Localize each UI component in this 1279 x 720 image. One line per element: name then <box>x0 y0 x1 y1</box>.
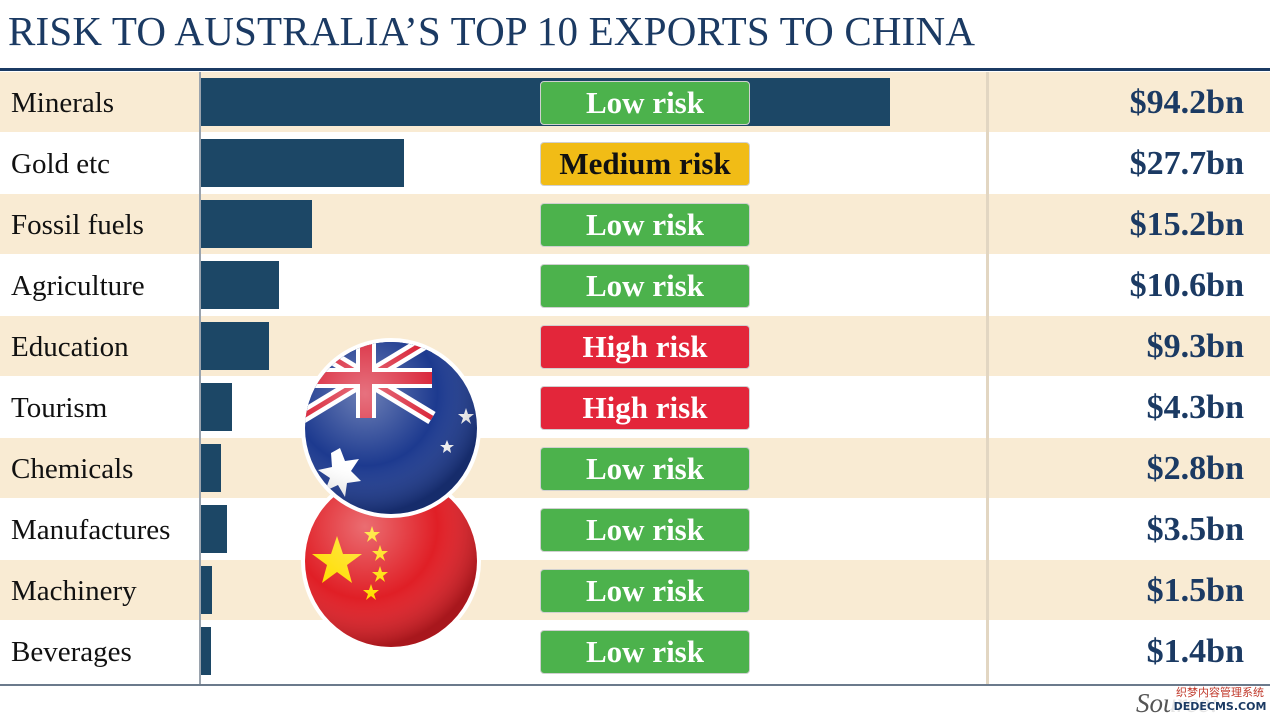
bar <box>201 627 211 675</box>
chart-row: Machinery Low risk $1.5bn <box>0 560 1270 620</box>
category-label: Agriculture <box>11 270 145 302</box>
bar <box>201 139 404 187</box>
value-column-divider <box>986 72 989 684</box>
value-label: $27.7bn <box>1129 145 1244 182</box>
category-label: Chemicals <box>11 453 134 485</box>
chart-rows: Minerals Low risk $94.2bn Gold etc Medium ri… <box>0 72 1270 682</box>
bar <box>201 566 212 614</box>
chart-row: Fossil fuels Low risk $15.2bn <box>0 194 1270 254</box>
risk-badge: Low risk <box>540 569 750 613</box>
bar <box>201 261 279 309</box>
watermark-logo: 织梦内容管理系统 DEDECMS.COM <box>1170 686 1270 718</box>
value-label: $1.5bn <box>1146 572 1244 609</box>
category-label: Minerals <box>11 87 115 119</box>
value-label: $4.3bn <box>1146 389 1244 426</box>
risk-badge: Medium risk <box>540 142 750 186</box>
risk-badge: Low risk <box>540 81 750 125</box>
bar <box>201 322 269 370</box>
chart-title: RISK TO AUSTRALIA’S TOP 10 EXPORTS TO CH… <box>8 8 976 54</box>
risk-badge: High risk <box>540 325 750 369</box>
watermark-line2: DEDECMS.COM <box>1173 700 1267 713</box>
risk-badge: Low risk <box>540 447 750 491</box>
value-label: $1.4bn <box>1146 633 1244 670</box>
category-label: Machinery <box>11 575 137 607</box>
bottom-rule <box>0 684 1270 686</box>
watermark-line1: 织梦内容管理系统 <box>1176 686 1264 699</box>
value-label: $15.2bn <box>1129 206 1244 243</box>
bar <box>201 383 232 431</box>
value-label: $3.5bn <box>1146 511 1244 548</box>
top-rule <box>0 68 1270 71</box>
category-label: Tourism <box>11 392 108 424</box>
category-label: Fossil fuels <box>11 209 144 241</box>
chart-row: Agriculture Low risk $10.6bn <box>0 255 1270 315</box>
risk-badge: Low risk <box>540 630 750 674</box>
chart-row: Beverages Low risk $1.4bn <box>0 621 1270 681</box>
chart-row: Chemicals Low risk $2.8bn <box>0 438 1270 498</box>
chart-row: Education High risk $9.3bn <box>0 316 1270 376</box>
risk-badge: Low risk <box>540 508 750 552</box>
risk-badge: Low risk <box>540 264 750 308</box>
bar <box>201 444 221 492</box>
bar-axis-line <box>199 72 201 684</box>
value-label: $2.8bn <box>1146 450 1244 487</box>
bar <box>201 200 312 248</box>
chart-row: Gold etc Medium risk $27.7bn <box>0 133 1270 193</box>
category-label: Education <box>11 331 129 363</box>
value-label: $9.3bn <box>1146 328 1244 365</box>
category-label: Manufactures <box>11 514 171 546</box>
risk-badge: Low risk <box>540 203 750 247</box>
chart-row: Minerals Low risk $94.2bn <box>0 72 1270 132</box>
bar <box>201 505 227 553</box>
china-flag-icon <box>301 471 481 651</box>
category-label: Gold etc <box>11 148 111 180</box>
value-label: $94.2bn <box>1129 84 1244 121</box>
category-label: Beverages <box>11 636 132 668</box>
risk-badge: High risk <box>540 386 750 430</box>
australia-flag-icon <box>301 338 481 518</box>
chart-row: Tourism High risk $4.3bn <box>0 377 1270 437</box>
value-label: $10.6bn <box>1129 267 1244 304</box>
chart-row: Manufactures Low risk $3.5bn <box>0 499 1270 559</box>
